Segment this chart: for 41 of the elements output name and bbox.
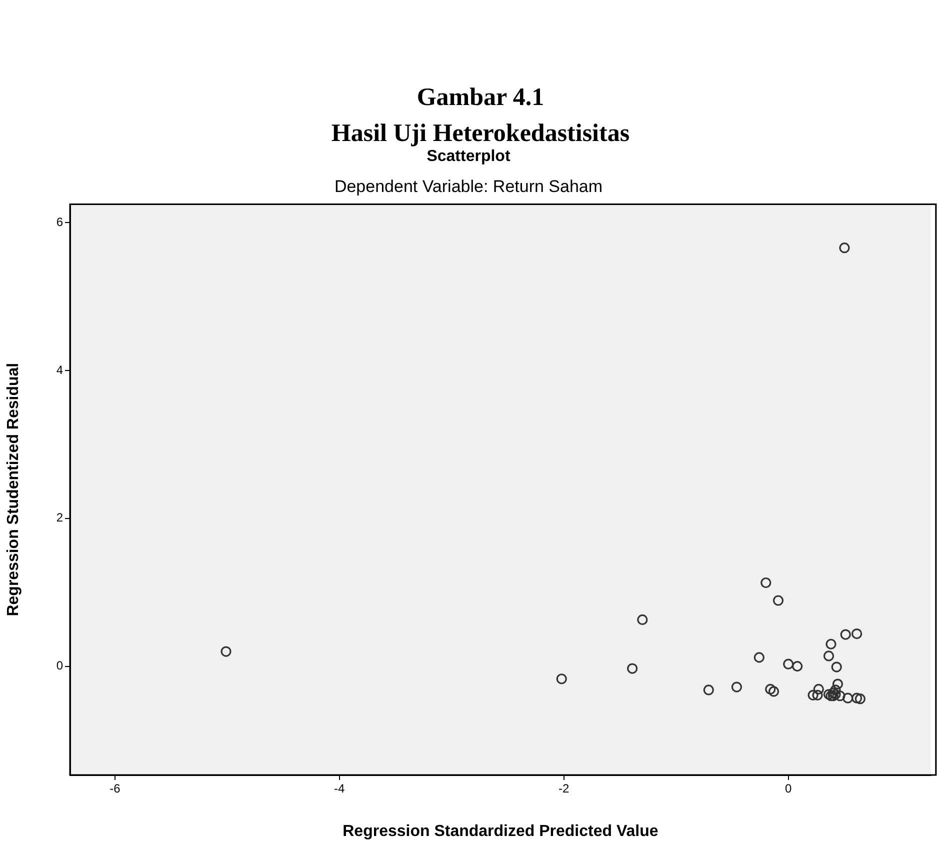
point bbox=[852, 628, 862, 640]
point bbox=[765, 684, 776, 695]
point bbox=[792, 661, 803, 672]
point bbox=[839, 242, 850, 254]
y-tick-label: 0 bbox=[56, 658, 64, 673]
point bbox=[808, 690, 818, 700]
text: Scatterplot bbox=[426, 148, 512, 166]
x-axis-title: Regression Standardized Predicted Value bbox=[342, 822, 658, 840]
point bbox=[783, 658, 794, 670]
y-axis-title: Regression Studentized Residual bbox=[5, 362, 22, 616]
point bbox=[637, 614, 648, 626]
point bbox=[760, 577, 772, 588]
y-tick-label: 4 bbox=[56, 362, 64, 377]
y-tick-label: 2 bbox=[56, 510, 64, 525]
point bbox=[813, 684, 824, 695]
point bbox=[220, 646, 232, 657]
point bbox=[831, 662, 842, 672]
point bbox=[840, 629, 851, 640]
x-tick-label: -2 bbox=[558, 782, 570, 796]
point bbox=[823, 650, 834, 662]
point bbox=[703, 684, 714, 696]
point bbox=[772, 595, 784, 606]
point bbox=[832, 678, 844, 690]
x-tick-label: 0 bbox=[785, 782, 792, 796]
point bbox=[627, 663, 638, 674]
chart-title: Gambar 4.1 bbox=[416, 84, 546, 112]
point bbox=[812, 690, 823, 700]
x-tick-label: -4 bbox=[334, 782, 346, 796]
chart-subtitle: Hasil Uji Heterokedastisitas bbox=[330, 120, 631, 148]
text: Dependent Variable: Return Saham bbox=[333, 177, 604, 197]
point bbox=[852, 692, 862, 704]
point bbox=[754, 652, 764, 663]
point bbox=[842, 692, 854, 704]
point bbox=[731, 682, 742, 692]
point bbox=[854, 694, 866, 704]
point bbox=[826, 638, 836, 650]
x-tick-label: -6 bbox=[110, 782, 121, 796]
point bbox=[768, 686, 780, 697]
point bbox=[556, 674, 567, 684]
point bbox=[823, 689, 834, 700]
y-tick-label: 6 bbox=[56, 214, 64, 229]
